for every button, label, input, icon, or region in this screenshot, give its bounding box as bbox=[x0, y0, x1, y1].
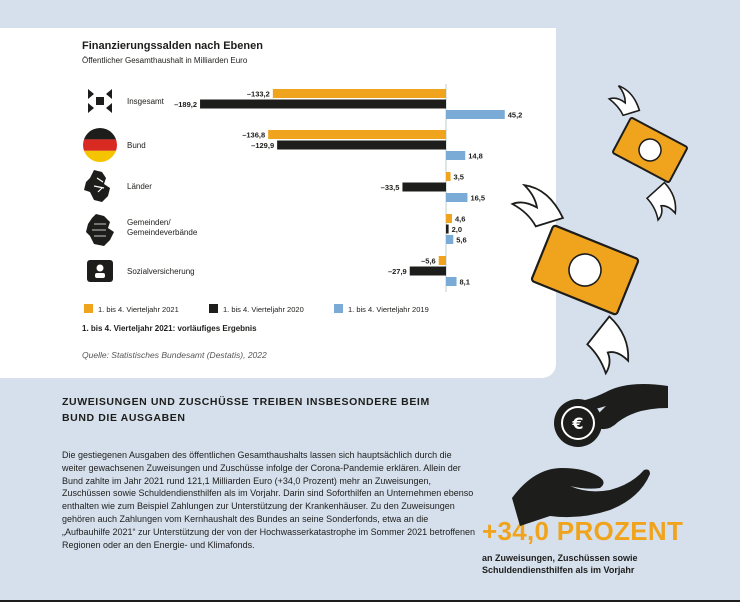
data-label: 4,6 bbox=[455, 215, 465, 224]
category-label: Gemeinden/Gemeindeverbände bbox=[127, 218, 198, 237]
data-label: –5,6 bbox=[421, 257, 436, 266]
category-label: Insgesamt bbox=[127, 97, 165, 106]
flying-money-small-icon bbox=[607, 84, 688, 222]
category-label: Länder bbox=[127, 182, 152, 191]
legend-label: 1. bis 4. Vierteljahr 2019 bbox=[348, 305, 429, 314]
data-label: –189,2 bbox=[174, 100, 197, 109]
data-label: 3,5 bbox=[454, 173, 464, 182]
bar bbox=[272, 89, 446, 98]
data-label: 5,6 bbox=[456, 236, 466, 245]
chart-title: Finanzierungssalden nach Ebenen bbox=[82, 40, 263, 52]
data-label: 2,0 bbox=[452, 225, 462, 234]
data-label: 45,2 bbox=[508, 111, 523, 120]
category-label: Bund bbox=[127, 141, 146, 150]
bar bbox=[277, 140, 446, 150]
laender-map-icon bbox=[84, 170, 110, 202]
bar bbox=[446, 214, 452, 223]
data-label: –136,8 bbox=[242, 131, 265, 140]
stat-description: an Zuweisungen, Zuschüssen sowie Schulde… bbox=[482, 553, 638, 575]
bar bbox=[438, 256, 446, 265]
data-label: –129,9 bbox=[251, 141, 274, 150]
data-label: 8,1 bbox=[460, 278, 470, 287]
bar bbox=[200, 99, 446, 109]
legend-swatch bbox=[84, 304, 93, 313]
bar bbox=[409, 266, 446, 276]
municipality-map-icon bbox=[86, 214, 114, 246]
hands-euro-coin-icon: € bbox=[512, 384, 668, 526]
legend-swatch bbox=[209, 304, 218, 313]
german-flag-icon bbox=[83, 128, 117, 162]
body-paragraph: Die gestiegenen Ausgaben des öffentliche… bbox=[62, 450, 476, 550]
legend-label: 1. bis 4. Vierteljahr 2020 bbox=[223, 305, 304, 314]
bar bbox=[402, 182, 446, 192]
section-headline: ZUWEISUNGEN UND ZUSCHÜSSE TREIBEN INSBES… bbox=[62, 396, 430, 424]
bar bbox=[446, 151, 466, 160]
data-label: –133,2 bbox=[247, 90, 270, 99]
flying-money-large-icon bbox=[510, 183, 640, 376]
bar bbox=[446, 172, 451, 181]
bar bbox=[268, 130, 446, 139]
stat-value: +34,0 PROZENT bbox=[482, 516, 684, 546]
data-label: –27,9 bbox=[388, 267, 407, 276]
bar bbox=[446, 110, 505, 119]
chart-source: Quelle: Statistisches Bundesamt (Destati… bbox=[82, 350, 267, 360]
data-label: 16,5 bbox=[470, 194, 485, 203]
legend-label: 1. bis 4. Vierteljahr 2021 bbox=[98, 305, 179, 314]
legend-swatch bbox=[334, 304, 343, 313]
bar bbox=[446, 193, 468, 202]
bar bbox=[446, 235, 454, 244]
data-label: –33,5 bbox=[381, 183, 400, 192]
chart-note: 1. bis 4. Vierteljahr 2021: vorläufiges … bbox=[82, 324, 257, 333]
government-levels-icon bbox=[88, 89, 112, 113]
data-label: 14,8 bbox=[468, 152, 483, 161]
category-label: Sozialversicherung bbox=[127, 267, 195, 276]
chart-subtitle: Öffentlicher Gesamthaushalt in Milliarde… bbox=[82, 56, 248, 65]
social-insurance-icon bbox=[87, 260, 113, 282]
svg-text:€: € bbox=[571, 414, 583, 433]
bottom-rule bbox=[0, 600, 740, 602]
bar bbox=[446, 277, 457, 286]
bar bbox=[446, 224, 449, 234]
chart-card bbox=[0, 28, 556, 378]
